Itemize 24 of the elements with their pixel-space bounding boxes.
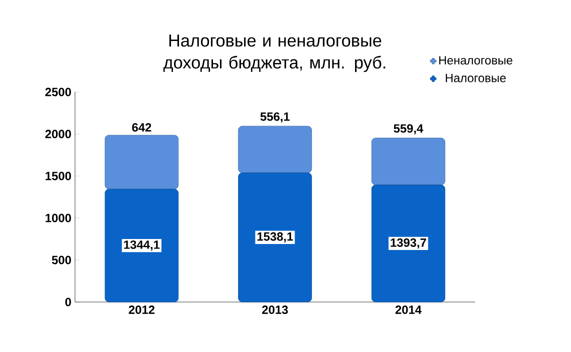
y-tick-label: 2000 (45, 130, 71, 138)
y-tick-label: 1000 (46, 214, 71, 222)
data-label: 1344,1 (124, 240, 160, 251)
legend-label: Налоговые (446, 74, 506, 82)
y-tick-label: 500 (52, 256, 71, 264)
y-tick-label: 1500 (46, 172, 71, 180)
data-label: 1393,7 (390, 238, 426, 249)
x-tick-label: 2013 (262, 306, 288, 314)
bar (371, 138, 446, 186)
data-label: 642 (132, 123, 152, 132)
y-tick-label: 0 (65, 298, 71, 306)
legend-label: Неналоговые (439, 56, 512, 65)
chart-title: Налоговые и неналоговые доходы бюджета, млн. руб. (163, 34, 386, 72)
data-label: 1538,1 (257, 232, 293, 242)
data-label: 559,4 (394, 124, 424, 134)
x-tick-label: 2014 (395, 306, 422, 314)
bar (104, 134, 179, 190)
data-label: 556,1 (260, 112, 290, 123)
bar (371, 184, 446, 302)
bar (238, 126, 312, 173)
x-tick-label: 2012 (128, 306, 154, 314)
y-tick-label: 2500 (45, 88, 71, 96)
bar (238, 172, 312, 302)
bar (104, 188, 179, 302)
